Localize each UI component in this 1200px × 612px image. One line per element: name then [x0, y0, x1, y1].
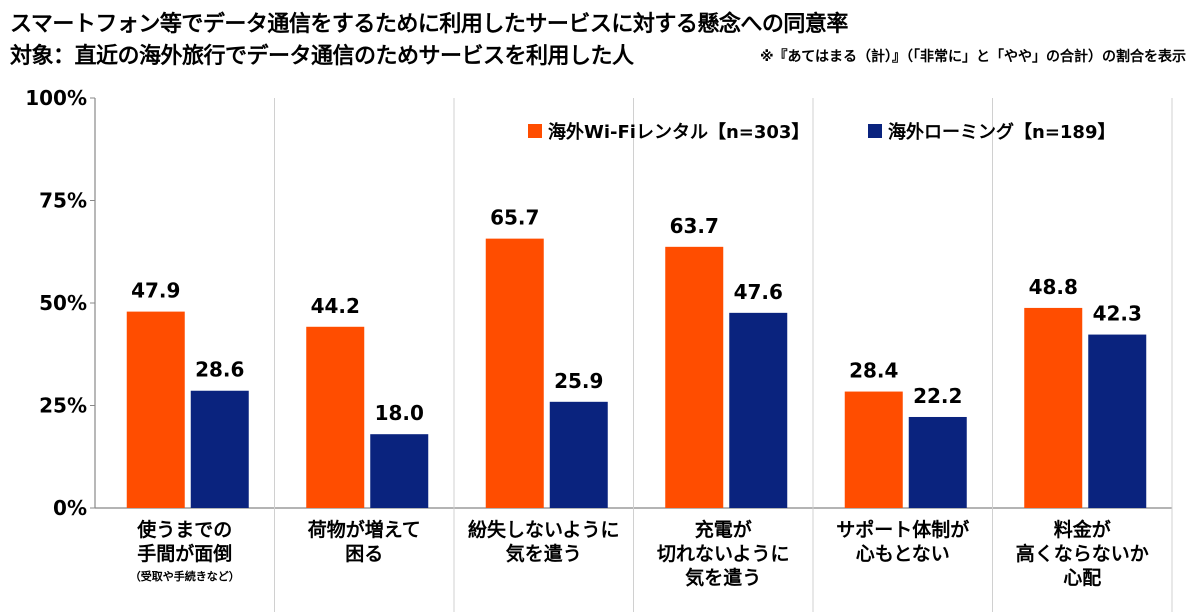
bar-wifi: [126, 311, 185, 508]
category-label: 困る: [345, 543, 383, 565]
legend-label: 海外ローミング【n=189】: [888, 121, 1115, 143]
data-label: 47.6: [734, 280, 783, 304]
data-label: 44.2: [311, 294, 360, 318]
category-label: 気を遣う: [506, 542, 582, 565]
y-tick-label: 0%: [53, 496, 87, 520]
category-label: 高くならないか: [1016, 542, 1149, 565]
category-label: 充電が: [695, 518, 752, 541]
chart-subtitle: 対象：直近の海外旅行でデータ通信のためサービスを利用した人: [10, 44, 634, 69]
data-label: 28.6: [195, 358, 244, 382]
category-label: 使うまでの: [136, 519, 232, 541]
bar-roaming: [549, 401, 608, 508]
legend-label: 海外Wi-Fiレンタル【n=303】: [548, 121, 809, 143]
category-label: サポート体制が: [836, 518, 969, 541]
y-tick-label: 100%: [25, 86, 87, 110]
data-label: 42.3: [1093, 302, 1142, 326]
y-tick-label: 50%: [39, 291, 87, 315]
data-label: 28.4: [849, 359, 898, 383]
category-label: 荷物が増えて: [308, 518, 421, 541]
y-tick-label: 75%: [39, 189, 87, 213]
category-label: 気を遣う: [685, 566, 761, 589]
bar-roaming: [908, 416, 967, 508]
y-tick-label: 25%: [39, 394, 87, 418]
category-note: （受取や手続きなど）: [130, 569, 240, 583]
bar-wifi: [1024, 307, 1083, 508]
bar-wifi: [844, 391, 903, 508]
legend-swatch: [868, 124, 882, 138]
data-label: 48.8: [1029, 275, 1078, 299]
data-label: 47.9: [131, 279, 180, 303]
data-label: 25.9: [554, 369, 603, 393]
chart-title: スマートフォン等でデータ通信をするために利用したサービスに対する懸念への同意率: [10, 12, 848, 37]
category-label: 料金が: [1054, 518, 1111, 541]
data-label: 65.7: [490, 206, 539, 230]
category-label: 心配: [1063, 567, 1101, 589]
bar-roaming: [729, 312, 788, 508]
legend-swatch: [528, 124, 542, 138]
category-label: 切れないように: [657, 543, 790, 565]
data-label: 63.7: [670, 214, 719, 238]
category-label: 心もとない: [856, 543, 950, 565]
bar-wifi: [306, 326, 365, 508]
bar-wifi: [485, 238, 544, 508]
bar-roaming: [370, 434, 429, 508]
category-label: 手間が面倒: [137, 542, 232, 565]
bar-wifi: [665, 246, 724, 508]
data-label: 22.2: [913, 384, 962, 408]
category-label: 紛失しないように: [468, 518, 620, 541]
data-label: 18.0: [375, 401, 424, 425]
bar-roaming: [1088, 334, 1147, 508]
chart-note: ※『あてはまる（計）』（「非常に」と「やや」の合計）の割合を表示: [759, 49, 1186, 65]
bar-roaming: [190, 390, 249, 508]
